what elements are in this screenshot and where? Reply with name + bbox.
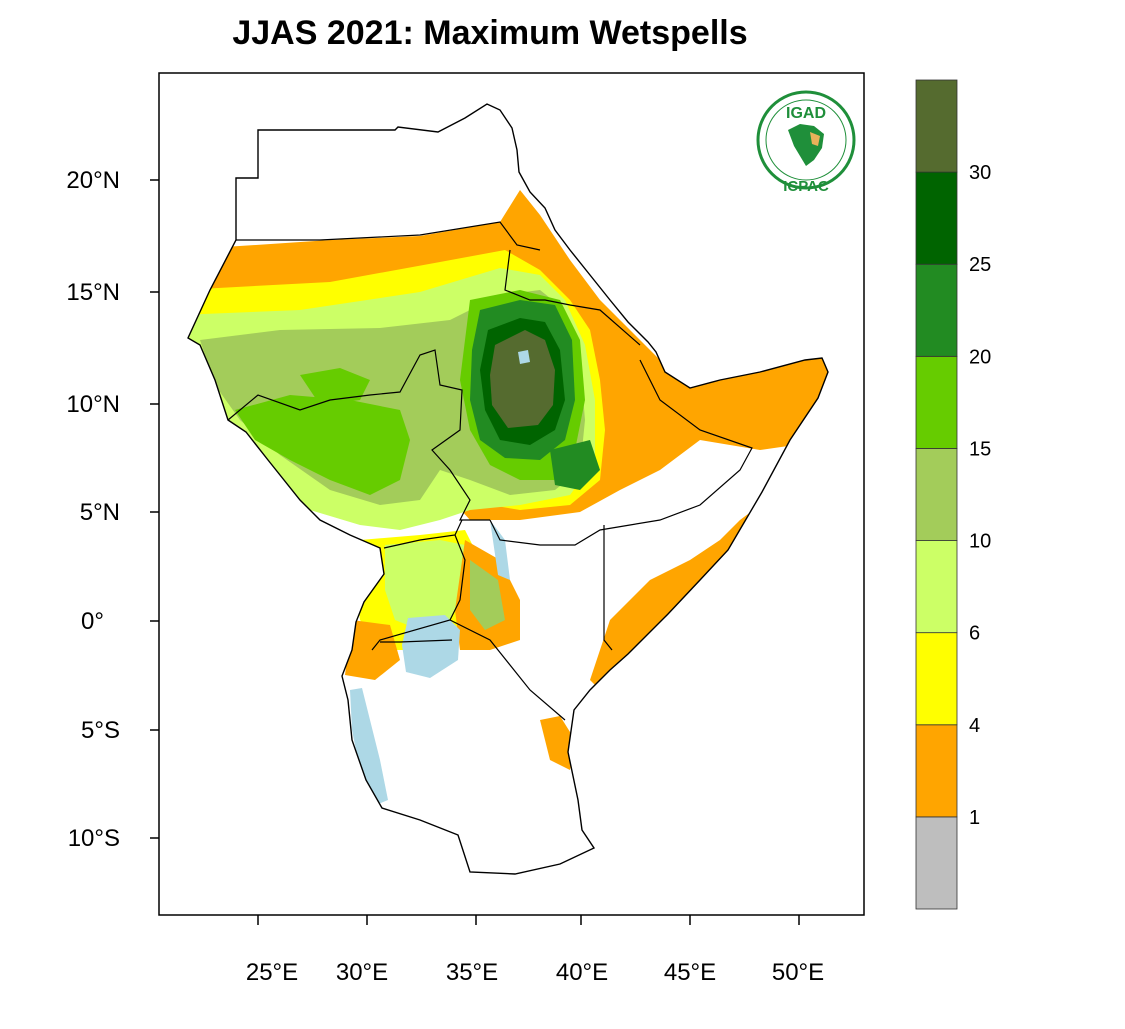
colorbar-label: 6 [969,623,980,645]
wetspell-field [188,190,828,805]
region-outline [187,103,829,875]
page-title: JJAS 2021: Maximum Wetspells [232,14,748,52]
x-tick-label: 50°E [772,959,824,986]
colorbar-swatch [915,724,958,818]
logo-top-text: IGAD [786,105,826,122]
colorbar-swatch [915,79,958,173]
logo-inner-ring [765,99,847,181]
y-tick-label: 20°N [66,167,120,194]
x-tick-label: 40°E [556,959,608,986]
colorbar-swatch [915,355,958,449]
x-tick-label: 45°E [664,959,716,986]
colorbar-label: 15 [969,438,991,460]
y-tick-label: 5°N [80,499,120,526]
colorbar-swatch [915,632,958,726]
x-tick-label: 30°E [336,959,388,986]
y-axis: 20°N 15°N 10°N 5°N 0° 5°S 10°S [66,167,159,852]
logo-bottom-text: ICPAC [783,178,829,195]
colorbar-swatch [915,171,958,265]
country-borders [227,221,753,721]
colorbar-swatch [915,263,958,357]
colorbar-label: 20 [969,346,991,368]
colorbar-label: 30 [969,162,991,184]
y-tick-label: 5°S [81,717,120,744]
y-tick-label: 15°N [66,279,120,306]
colorbar-label: 25 [969,254,991,276]
colorbar-swatch [915,448,958,541]
igad-region-icon [810,132,820,146]
igad-logo: IGAD [756,90,856,190]
x-tick-label: 25°E [246,959,298,986]
colorbar-swatch [915,540,958,634]
colorbar-swatch [915,816,958,910]
x-tick-label: 35°E [446,959,498,986]
y-tick-label: 0° [81,608,104,635]
colorbar-label: 4 [969,715,980,737]
colorbar-label: 1 [969,807,980,829]
y-tick-label: 10°S [68,825,120,852]
y-tick-label: 10°N [66,391,120,418]
colorbar-label: 10 [969,531,991,553]
x-axis: 25°E 30°E 35°E 40°E 45°E 50°E [246,915,824,986]
colorbar: 1 4 6 10 15 20 25 30 [915,79,991,910]
